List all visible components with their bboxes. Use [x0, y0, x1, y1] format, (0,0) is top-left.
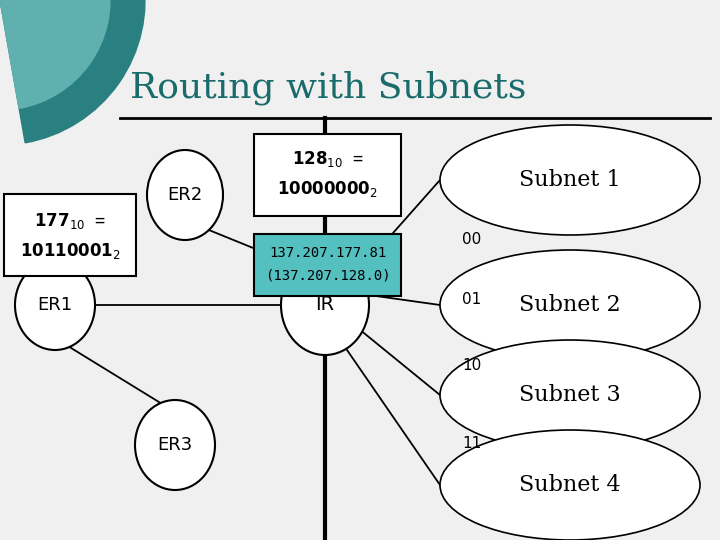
Text: $\mathbf{10000000}_2$: $\mathbf{10000000}_2$ [277, 179, 378, 199]
Text: 11: 11 [462, 435, 481, 450]
Wedge shape [0, 0, 110, 109]
Ellipse shape [440, 340, 700, 450]
FancyBboxPatch shape [254, 134, 401, 216]
Ellipse shape [440, 430, 700, 540]
FancyBboxPatch shape [254, 234, 401, 296]
Text: 01: 01 [462, 293, 481, 307]
Text: $\mathbf{10110001}_2$: $\mathbf{10110001}_2$ [19, 241, 120, 261]
Text: Subnet 3: Subnet 3 [519, 384, 621, 406]
Text: Subnet 1: Subnet 1 [519, 169, 621, 191]
Text: 137.207.177.81: 137.207.177.81 [269, 246, 386, 260]
Ellipse shape [15, 260, 95, 350]
Text: $\mathbf{177}_{10}$ =: $\mathbf{177}_{10}$ = [34, 211, 106, 231]
Ellipse shape [440, 125, 700, 235]
Text: Routing with Subnets: Routing with Subnets [130, 71, 526, 105]
Ellipse shape [281, 255, 369, 355]
Text: Subnet 4: Subnet 4 [519, 474, 621, 496]
Text: IR: IR [315, 295, 335, 314]
Text: 00: 00 [462, 233, 481, 247]
Ellipse shape [135, 400, 215, 490]
Ellipse shape [440, 250, 700, 360]
Text: Subnet 2: Subnet 2 [519, 294, 621, 316]
Text: ER2: ER2 [167, 186, 202, 204]
Wedge shape [0, 0, 145, 143]
Text: 10: 10 [462, 357, 481, 373]
Ellipse shape [147, 150, 223, 240]
FancyBboxPatch shape [4, 194, 136, 276]
Text: ER1: ER1 [37, 296, 73, 314]
Text: ER3: ER3 [158, 436, 193, 454]
Text: (137.207.128.0): (137.207.128.0) [265, 269, 390, 283]
Text: $\mathbf{128}_{10}$ =: $\mathbf{128}_{10}$ = [292, 149, 364, 169]
